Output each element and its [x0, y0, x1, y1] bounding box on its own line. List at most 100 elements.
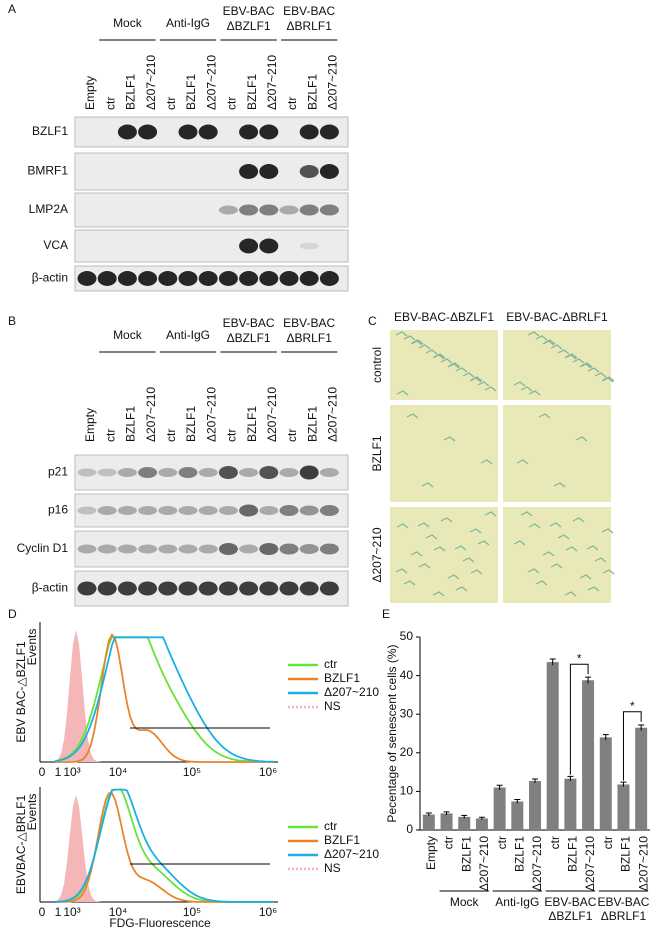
group-label: Anti-IgG	[166, 328, 210, 342]
y-tick-label: 50	[400, 629, 414, 643]
group-label: ΔBZLF1	[227, 331, 271, 345]
column-label: EBV-BAC-ΔBZLF1	[394, 310, 494, 324]
panel-letter: D	[8, 607, 17, 621]
band	[97, 506, 117, 515]
x-tick-label: 10⁴	[109, 765, 128, 779]
band	[239, 204, 259, 216]
group-label: EBV-BAC	[223, 316, 275, 330]
significance-label: *	[630, 699, 635, 713]
band	[319, 271, 339, 286]
band	[97, 544, 117, 554]
band	[239, 581, 259, 596]
lane-label: Empty	[83, 408, 97, 442]
cell	[543, 339, 556, 345]
band	[198, 468, 218, 477]
band	[198, 506, 218, 515]
cell	[513, 381, 526, 387]
x-tick-label: BZLF1	[566, 836, 580, 872]
lane-label: ctr	[103, 97, 117, 110]
cell	[443, 436, 456, 442]
histogram	[54, 788, 274, 903]
error-bar	[620, 781, 627, 787]
row-label: BZLF1	[370, 435, 384, 471]
y-label: Events	[25, 794, 39, 831]
error-bar	[514, 799, 521, 804]
band	[178, 544, 198, 554]
lane-label: Δ207~210	[265, 387, 279, 442]
band	[77, 544, 97, 554]
cell	[462, 557, 475, 563]
micrograph	[503, 405, 611, 502]
y-label: EBV BAC-△BZLF1	[14, 641, 28, 743]
lane-label: Δ207~210	[326, 387, 340, 442]
x-tick-label: 1	[55, 765, 62, 779]
micrograph	[390, 507, 498, 603]
row-label: VCA	[43, 238, 68, 252]
error-bar	[549, 658, 556, 666]
group-label: ΔBRLF1	[601, 909, 647, 923]
band	[299, 505, 319, 516]
band	[259, 581, 279, 596]
lane-label: Δ207~210	[204, 55, 218, 110]
cell	[557, 534, 570, 540]
legend-label: NS	[324, 861, 341, 875]
group-label: Mock	[450, 895, 480, 909]
band	[138, 271, 158, 286]
cell	[417, 522, 430, 528]
cell	[421, 482, 434, 488]
band	[279, 581, 299, 596]
lane-label: BZLF1	[245, 406, 259, 442]
cell	[601, 528, 614, 534]
error-bar	[443, 811, 450, 815]
panel-letter: E	[382, 607, 390, 621]
lane-label: ctr	[225, 429, 239, 442]
cell	[553, 482, 566, 488]
row-label: β-actin	[32, 271, 68, 285]
micrograph	[503, 507, 611, 603]
lane-label: Δ207~210	[144, 55, 158, 110]
group-label: Anti-IgG	[495, 895, 539, 909]
bar	[529, 780, 541, 830]
cell	[484, 386, 497, 392]
band	[77, 581, 97, 596]
x-tick-label: Δ207~210	[583, 836, 597, 891]
cell	[410, 551, 423, 557]
row-label: BMRF1	[27, 164, 68, 178]
band	[77, 506, 97, 515]
x-tick-label: 10⁵	[183, 905, 201, 919]
bar	[493, 787, 506, 830]
x-tick-label: 10³	[63, 905, 80, 919]
x-tick-label: ctr	[495, 836, 509, 849]
group-label: Mock	[113, 328, 143, 342]
cell	[527, 331, 540, 337]
band	[259, 506, 279, 515]
x-tick-label: BZLF1	[619, 836, 633, 872]
band	[279, 205, 299, 215]
group-label: ΔBRLF1	[287, 19, 333, 33]
column-label: EBV-BAC-ΔBRLF1	[506, 310, 608, 324]
band	[97, 271, 117, 286]
lane-label: Empty	[83, 76, 97, 110]
cell	[535, 580, 548, 586]
band	[138, 544, 158, 554]
cell	[542, 551, 555, 557]
error-bar	[638, 724, 645, 731]
lane-label: BZLF1	[124, 74, 138, 110]
band	[218, 205, 238, 215]
band	[299, 271, 319, 286]
cell	[470, 569, 483, 575]
band	[259, 466, 279, 479]
cell	[565, 546, 578, 552]
cell	[550, 344, 563, 350]
row-label: β-actin	[32, 581, 68, 595]
cell	[572, 517, 585, 523]
y-label: Events	[25, 629, 39, 666]
band	[198, 271, 218, 286]
x-tick-label: 1	[55, 905, 62, 919]
cell	[440, 358, 453, 364]
cell	[432, 591, 445, 597]
significance-bracket	[622, 711, 642, 781]
panel-letter: A	[8, 2, 16, 16]
cell	[447, 574, 460, 580]
